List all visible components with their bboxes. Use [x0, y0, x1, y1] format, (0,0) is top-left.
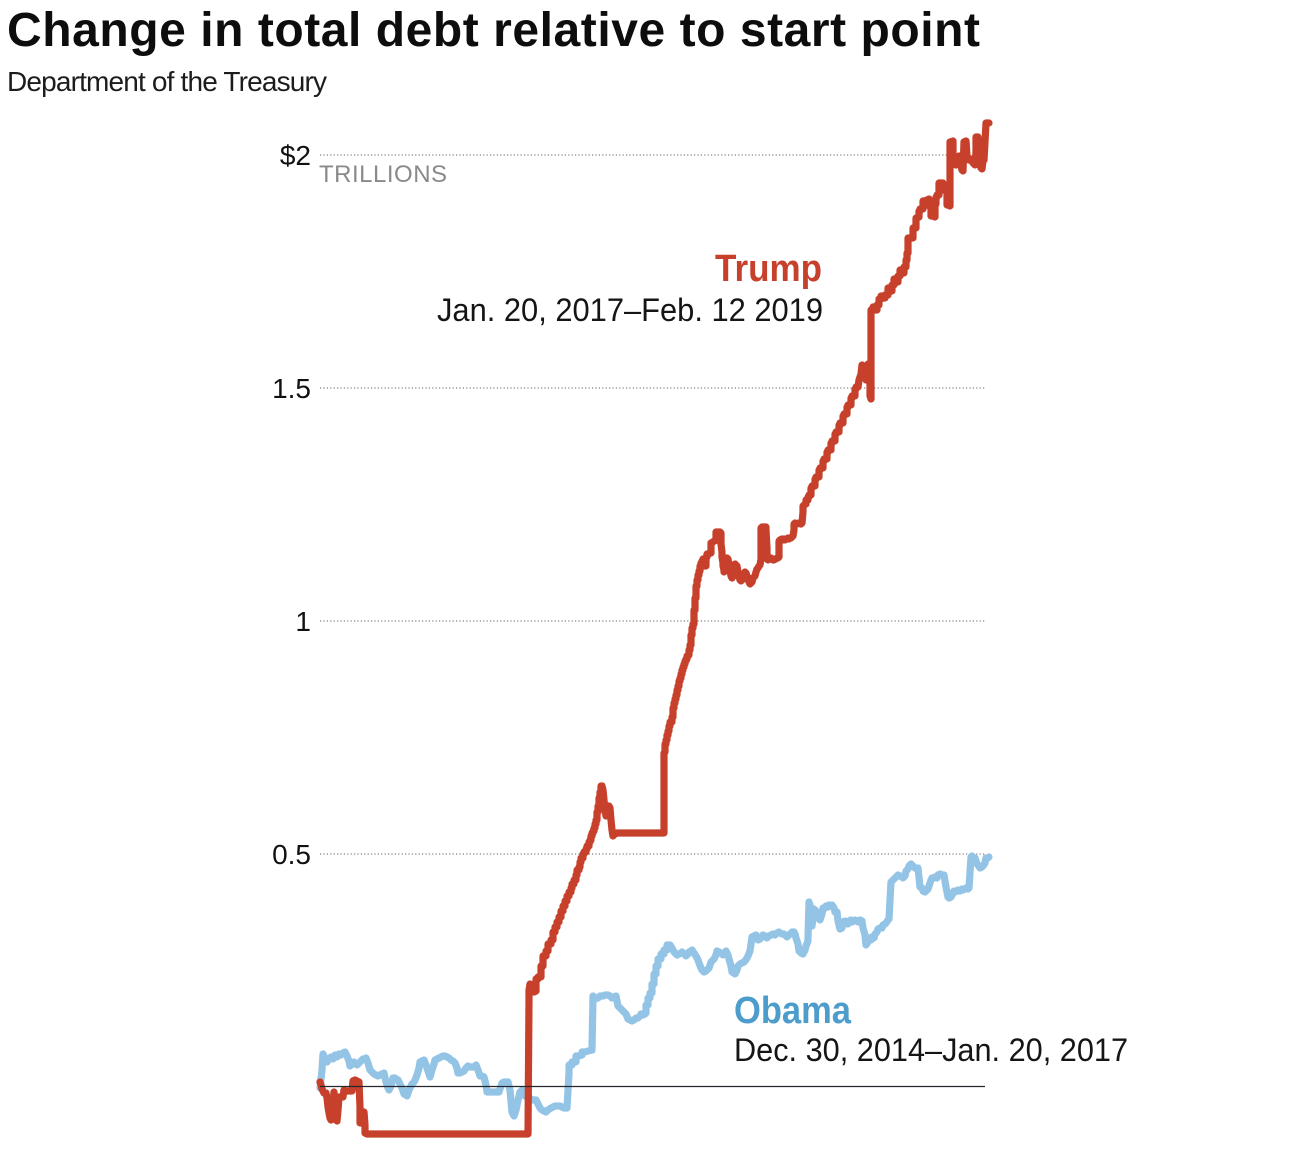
svg-text:Change in total debt relative: Change in total debt relative to start p…: [7, 4, 980, 57]
svg-text:TRILLIONS: TRILLIONS: [319, 161, 448, 188]
svg-text:Dec. 30, 2014–Jan. 20, 2017: Dec. 30, 2014–Jan. 20, 2017: [734, 1032, 1128, 1068]
svg-text:1: 1: [295, 606, 311, 637]
svg-text:Obama: Obama: [734, 990, 852, 1032]
svg-text:Trump: Trump: [715, 248, 822, 290]
svg-text:0.5: 0.5: [272, 839, 311, 870]
svg-text:$2: $2: [280, 140, 311, 171]
svg-text:Department of the Treasury: Department of the Treasury: [7, 66, 327, 97]
svg-text:Jan. 20, 2017–Feb. 12 2019: Jan. 20, 2017–Feb. 12 2019: [437, 292, 823, 328]
svg-text:1.5: 1.5: [272, 373, 311, 404]
